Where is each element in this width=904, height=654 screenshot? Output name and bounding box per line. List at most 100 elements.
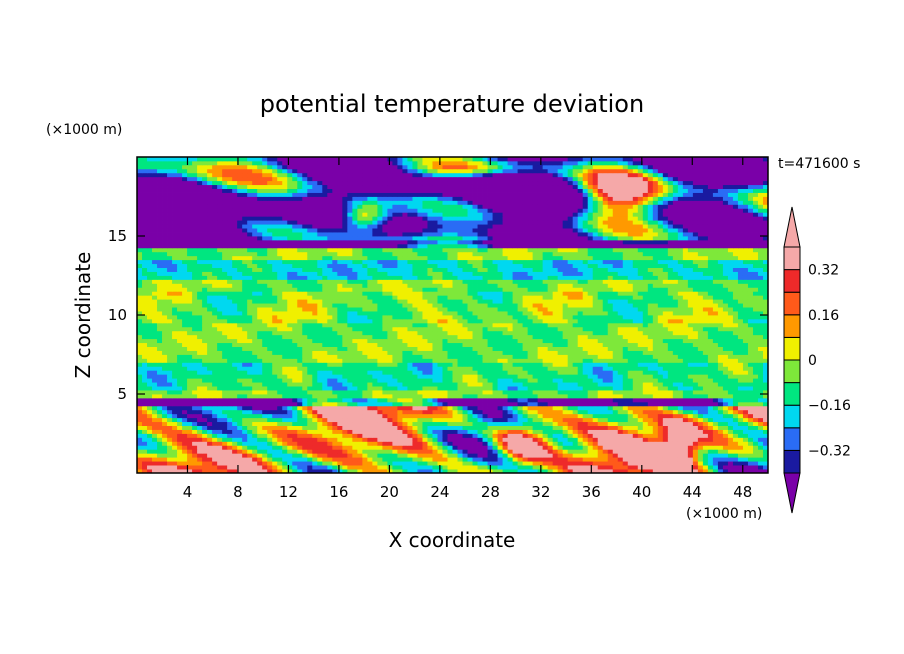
- field-cell: [192, 370, 198, 375]
- field-cell: [197, 441, 203, 446]
- field-cell: [232, 405, 238, 411]
- field-cell: [347, 461, 353, 466]
- field-cell: [262, 441, 268, 446]
- field-cell: [307, 397, 313, 403]
- field-cell: [287, 394, 293, 399]
- field-cell: [477, 409, 483, 415]
- field-cell: [622, 358, 629, 363]
- field-cell: [182, 370, 188, 375]
- field-cell: [527, 342, 534, 347]
- field-cell: [222, 457, 228, 462]
- field-cell: [292, 374, 298, 379]
- field-cell: [332, 409, 338, 415]
- field-cell: [272, 449, 278, 454]
- field-cell: [287, 318, 293, 324]
- field-cell: [432, 322, 438, 328]
- field-cell: [492, 417, 498, 423]
- field-cell: [222, 425, 228, 430]
- field-cell: [442, 413, 448, 419]
- field-cell: [552, 354, 559, 359]
- field-cell: [702, 330, 709, 336]
- field-cell: [192, 425, 198, 430]
- field-cell: [482, 469, 488, 473]
- field-cell: [697, 445, 704, 450]
- field-cell: [737, 350, 744, 355]
- field-cell: [247, 445, 253, 450]
- field-cell: [442, 429, 448, 434]
- field-cell: [362, 354, 368, 359]
- field-cell: [467, 433, 473, 438]
- field-cell: [262, 374, 268, 379]
- field-cell: [217, 386, 223, 391]
- field-cell: [727, 382, 734, 387]
- field-cell: [287, 401, 293, 407]
- field-cell: [707, 397, 714, 403]
- field-cell: [212, 366, 218, 371]
- field-cell: [422, 350, 428, 355]
- field-cell: [427, 461, 433, 466]
- field-cell: [252, 405, 258, 411]
- field-cell: [342, 322, 348, 328]
- field-cell: [727, 413, 734, 419]
- field-cell: [272, 318, 278, 324]
- field-cell: [397, 378, 403, 383]
- field-cell: [542, 397, 549, 403]
- field-cell: [262, 366, 268, 371]
- field-cell: [602, 326, 609, 332]
- field-cell: [307, 326, 313, 332]
- field-cell: [567, 382, 574, 387]
- field-cell: [397, 409, 403, 415]
- field-cell: [277, 370, 283, 375]
- field-cell: [757, 453, 764, 458]
- field-cell: [307, 449, 313, 454]
- field-cell: [732, 417, 739, 423]
- field-cell: [327, 350, 333, 355]
- field-cell: [152, 386, 158, 391]
- field-cell: [587, 354, 594, 359]
- field-cell: [502, 342, 508, 347]
- field-cell: [387, 378, 393, 383]
- field-cell: [342, 397, 348, 403]
- field-cell: [687, 350, 694, 355]
- field-cell: [592, 330, 599, 336]
- field-cell: [622, 350, 629, 355]
- field-cell: [487, 421, 493, 426]
- field-cell: [217, 433, 223, 438]
- field-cell: [182, 315, 188, 320]
- field-cell: [392, 386, 398, 391]
- field-cell: [647, 338, 654, 344]
- field-cell: [177, 326, 183, 332]
- field-cell: [632, 322, 639, 328]
- field-cell: [287, 386, 293, 391]
- field-cell: [472, 382, 478, 387]
- field-cell: [377, 453, 383, 458]
- field-cell: [677, 342, 684, 347]
- field-cell: [732, 366, 739, 371]
- field-cell: [587, 445, 594, 450]
- field-cell: [397, 394, 403, 399]
- field-cell: [352, 425, 358, 430]
- field-cell: [627, 358, 634, 363]
- field-cell: [422, 461, 428, 466]
- field-cell: [607, 417, 614, 423]
- field-cell: [202, 330, 208, 336]
- field-cell: [417, 370, 423, 375]
- field-cell: [507, 425, 513, 430]
- field-cell: [557, 386, 564, 391]
- field-cell: [737, 417, 744, 423]
- field-cell: [157, 405, 163, 411]
- field-cell: [262, 318, 268, 324]
- field-cell: [252, 465, 258, 470]
- field-cell: [717, 425, 724, 430]
- field-cell: [327, 413, 333, 419]
- field-cell: [452, 370, 458, 375]
- field-cell: [457, 437, 463, 442]
- field-cell: [712, 350, 719, 355]
- field-cell: [232, 421, 238, 426]
- field-cell: [747, 382, 754, 387]
- field-cell: [607, 330, 614, 336]
- field-cell: [627, 330, 634, 336]
- field-cell: [402, 382, 408, 387]
- field-cell: [577, 449, 584, 454]
